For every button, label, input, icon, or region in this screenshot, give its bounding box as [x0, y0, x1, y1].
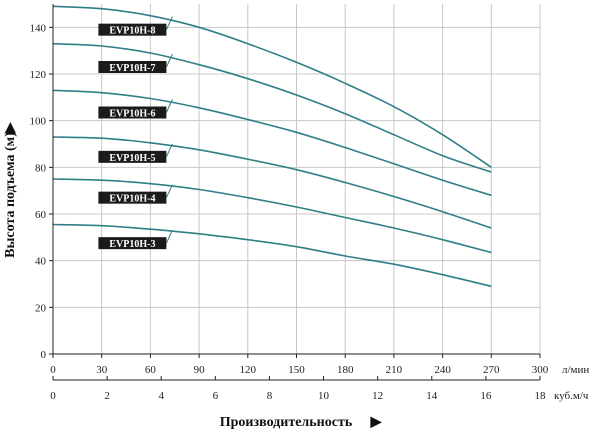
x-axis-arrow-icon: ▶: [370, 415, 383, 430]
x2-tick-label: 18: [535, 390, 547, 402]
series-label-leader: [165, 184, 173, 198]
y-tick-label: 80: [35, 162, 47, 174]
y-tick-label: 40: [35, 256, 47, 268]
x-tick-label: 300: [532, 364, 549, 376]
series-label-leader: [165, 99, 173, 113]
x-tick-label: 210: [386, 364, 403, 376]
x-tick-label: 60: [145, 364, 157, 376]
y-axis-title: Высота подъема (м): [3, 132, 18, 258]
x-tick-label: 30: [96, 364, 108, 376]
series-line-evp10h-4: [52, 178, 492, 254]
y-tick-label: 0: [41, 349, 47, 361]
x2-tick-label: 6: [213, 390, 219, 402]
series-label-leader: [165, 229, 173, 244]
series-label-bg: [98, 106, 167, 119]
series-label-evp10h-7: EVP10H-7: [109, 63, 155, 74]
series-label-leader: [165, 53, 173, 68]
series-label-bg: [98, 191, 167, 204]
series-labels: EVP10H-8 EVP10H-7 EVP10H-6 EVP10H-5 EVP10H-4…: [98, 16, 173, 250]
series-label-leader: [165, 16, 173, 30]
x-tick-label: 120: [240, 364, 257, 376]
x-tick-label: 240: [434, 364, 451, 376]
y-tick-label: 140: [30, 22, 47, 34]
x-axis-title: Производительность: [220, 415, 353, 430]
y-axis-arrow-icon: ▶: [3, 121, 18, 134]
series-line-evp10h-5: [52, 136, 492, 229]
x2-tick-label: 10: [318, 390, 330, 402]
series-line-evp10h-8: [52, 5, 492, 168]
x2-tick-label: 0: [50, 390, 56, 402]
series-line-evp10h-7: [52, 42, 492, 173]
y-tick-label: 20: [35, 302, 47, 314]
x2-tick-label: 2: [104, 390, 110, 402]
x-tick-label: 150: [288, 364, 305, 376]
y-tick-label: 120: [30, 69, 47, 81]
x2-tick-label: 12: [372, 390, 383, 402]
series-label-leader: [165, 143, 173, 158]
x2-tick-label: 4: [158, 390, 164, 402]
series-label-evp10h-3: EVP10H-3: [109, 239, 155, 250]
x-tick-label: 180: [337, 364, 354, 376]
series-label-bg: [98, 23, 167, 36]
series-label-evp10h-4: EVP10H-4: [109, 194, 155, 205]
y-tick-label: 60: [35, 209, 47, 221]
curves: [52, 5, 492, 288]
series-label-bg: [98, 150, 167, 163]
series-line-evp10h-6: [52, 89, 492, 197]
x-tick-label: 270: [483, 364, 500, 376]
x-axis-unit-secondary: куб.м/ч: [554, 390, 589, 402]
series-label-bg: [98, 61, 167, 73]
x-tick-label: 0: [50, 364, 56, 376]
grid: [53, 4, 541, 354]
x2-tick-label: 16: [480, 390, 492, 402]
series-label-evp10h-5: EVP10H-5: [109, 153, 155, 164]
y-tick-label: 100: [30, 116, 47, 128]
x-tick-label: 90: [194, 364, 206, 376]
x2-tick-label: 14: [426, 390, 438, 402]
series-label-bg: [98, 237, 167, 250]
series-line-evp10h-3: [52, 223, 492, 288]
series-label-evp10h-8: EVP10H-8: [109, 26, 155, 37]
x2-tick-label: 8: [267, 390, 273, 402]
x-axis-unit-primary: л/мин: [562, 364, 589, 376]
series-label-evp10h-6: EVP10H-6: [109, 109, 155, 120]
